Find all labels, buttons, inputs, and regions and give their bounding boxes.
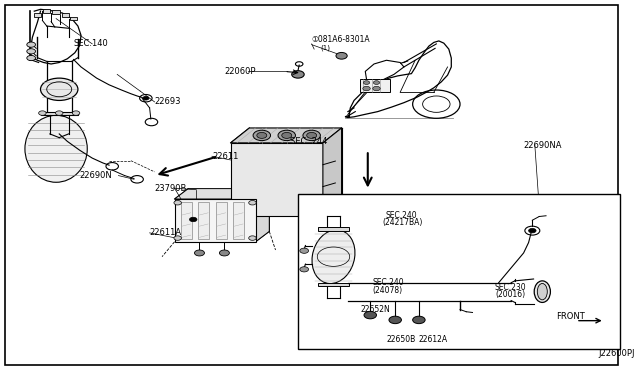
Text: SEC.230: SEC.230 [495, 283, 527, 292]
Bar [180, 202, 192, 239]
Polygon shape [40, 112, 78, 115]
Circle shape [220, 250, 229, 256]
Text: (24078): (24078) [372, 286, 403, 295]
Circle shape [413, 316, 425, 324]
Text: 22690NA: 22690NA [524, 141, 562, 150]
Circle shape [389, 316, 401, 324]
Text: SEC.240: SEC.240 [385, 211, 417, 219]
Bar [230, 143, 323, 216]
Bar [198, 202, 209, 239]
Circle shape [307, 132, 317, 138]
Bar [298, 194, 620, 349]
Circle shape [257, 132, 267, 138]
Text: 22693: 22693 [155, 97, 181, 106]
Bar [360, 79, 390, 92]
Circle shape [249, 236, 256, 240]
Circle shape [278, 130, 296, 141]
Ellipse shape [25, 115, 87, 182]
Bar [61, 13, 69, 17]
Circle shape [143, 96, 149, 100]
Bar [233, 202, 244, 239]
Bar [43, 9, 51, 13]
Text: 22060P: 22060P [225, 67, 256, 76]
Text: SEC.240: SEC.240 [372, 278, 404, 287]
Polygon shape [318, 227, 349, 231]
Circle shape [336, 52, 348, 59]
Circle shape [364, 81, 370, 84]
Circle shape [38, 111, 46, 115]
Polygon shape [175, 189, 269, 199]
Circle shape [373, 81, 380, 84]
Circle shape [249, 201, 256, 205]
Text: (24217BA): (24217BA) [383, 218, 423, 227]
Circle shape [27, 42, 36, 47]
Circle shape [27, 55, 36, 61]
Polygon shape [323, 128, 342, 216]
Polygon shape [318, 283, 349, 286]
Polygon shape [255, 189, 269, 242]
Text: (1): (1) [321, 44, 330, 51]
Text: J22600PJ: J22600PJ [598, 349, 635, 358]
Bar [34, 13, 41, 17]
Circle shape [253, 130, 271, 141]
Text: SEC.140: SEC.140 [74, 39, 108, 48]
Circle shape [189, 217, 197, 222]
Text: 22690N: 22690N [80, 171, 113, 180]
Ellipse shape [312, 230, 355, 283]
Circle shape [372, 86, 380, 91]
Ellipse shape [538, 283, 547, 300]
Circle shape [292, 71, 304, 78]
Circle shape [300, 267, 308, 272]
Text: 22611A: 22611A [150, 228, 182, 237]
Circle shape [195, 250, 204, 256]
Bar [70, 17, 77, 20]
Ellipse shape [534, 281, 550, 302]
Circle shape [72, 111, 80, 115]
Circle shape [529, 228, 536, 233]
Bar [175, 199, 255, 242]
Circle shape [56, 111, 63, 115]
Text: 22652N: 22652N [360, 305, 390, 314]
Circle shape [282, 132, 292, 138]
Text: 22650B: 22650B [387, 335, 416, 344]
Text: ①081A6-8301A: ①081A6-8301A [312, 35, 371, 44]
Text: 22612A: 22612A [419, 335, 448, 344]
Text: (20016): (20016) [495, 290, 525, 299]
Circle shape [363, 86, 371, 91]
Circle shape [300, 248, 308, 253]
Text: 23790B: 23790B [155, 184, 187, 193]
Text: 22611: 22611 [212, 152, 238, 161]
Circle shape [40, 78, 78, 100]
Text: SEC. 244: SEC. 244 [290, 137, 327, 146]
Bar [216, 202, 227, 239]
Circle shape [174, 236, 181, 240]
Bar [52, 10, 60, 14]
Circle shape [27, 49, 36, 54]
Circle shape [303, 130, 321, 141]
Polygon shape [230, 128, 342, 143]
Text: FRONT: FRONT [556, 312, 585, 321]
Circle shape [364, 311, 376, 319]
Circle shape [174, 201, 181, 205]
